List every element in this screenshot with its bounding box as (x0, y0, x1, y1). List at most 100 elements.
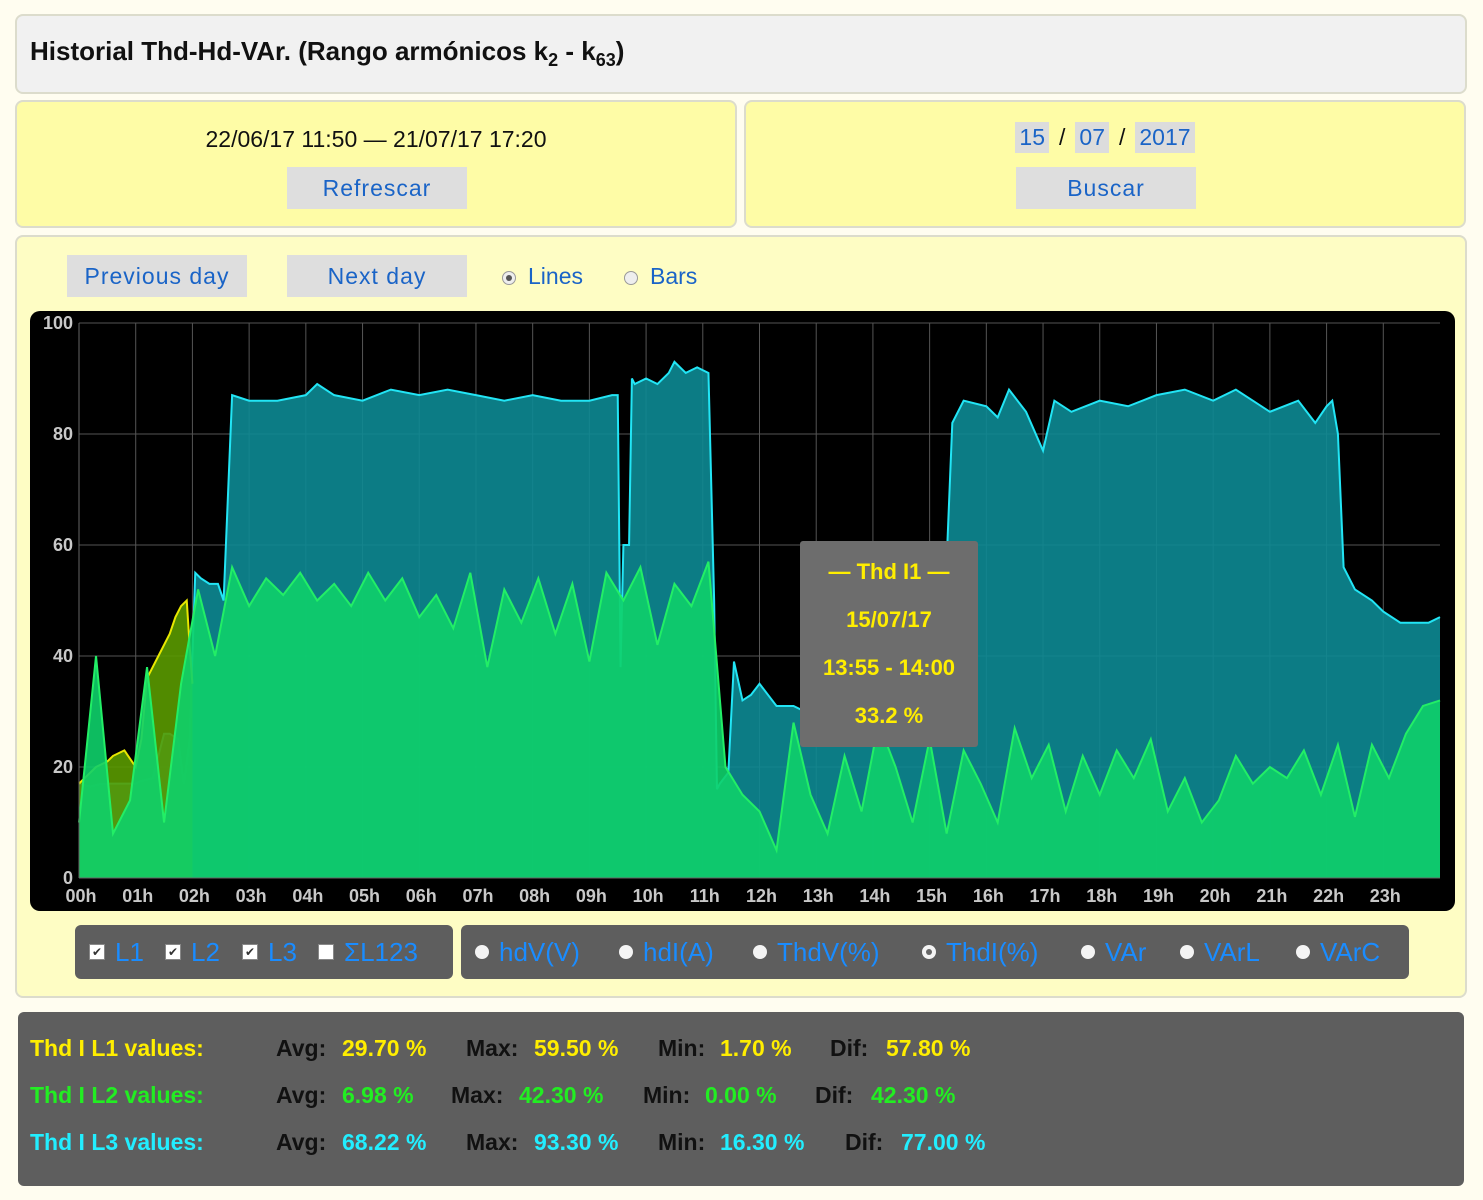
next-day-button[interactable]: Next day (287, 255, 467, 297)
stats-row-l3: Thd I L3 values: Avg: 68.22 % Max: 93.30… (18, 1129, 1464, 1159)
var-label: VArC (1320, 937, 1381, 967)
y-tick-label: 80 (53, 424, 73, 444)
max-label: Max: (466, 1035, 519, 1061)
refresh-button[interactable]: Refrescar (287, 167, 467, 209)
avg-label: Avg: (276, 1082, 327, 1108)
dif-value: 77.00 % (901, 1129, 986, 1155)
page-title: Historial Thd-Hd-VAr. (Rango armónicos k… (30, 36, 625, 71)
line-label: L2 (191, 937, 220, 967)
x-tick-label: 20h (1200, 886, 1231, 906)
var-radio-varl[interactable]: VArL (1180, 937, 1260, 968)
stats-row-l2: Thd I L2 values: Avg: 6.98 % Max: 42.30 … (18, 1082, 1464, 1112)
avg-label: Avg: (276, 1035, 327, 1061)
min-value: 0.00 % (705, 1082, 777, 1108)
var-radio-hdv[interactable]: hdV(V) (475, 937, 580, 968)
radio-selected-icon (922, 945, 936, 960)
radio-unselected-icon (624, 270, 638, 285)
variable-selector-bar: hdV(V) hdI(A) ThdV(%) ThdI(%) VAr VArL V… (461, 925, 1409, 979)
radio-selected-icon (502, 270, 516, 285)
min-label: Min: (658, 1035, 706, 1061)
month-field[interactable]: 07 (1075, 122, 1109, 153)
var-label: ThdV(%) (777, 937, 880, 967)
var-radio-var[interactable]: VAr (1081, 937, 1146, 968)
y-tick-label: 20 (53, 757, 73, 777)
x-tick-label: 19h (1143, 886, 1174, 906)
x-tick-label: 09h (576, 886, 607, 906)
year-field[interactable]: 2017 (1135, 122, 1195, 153)
max-value: 93.30 % (534, 1129, 619, 1155)
radio-icon (619, 945, 633, 960)
var-label: hdV(V) (499, 937, 580, 967)
stats-row-l1: Thd I L1 values: Avg: 29.70 % Max: 59.50… (18, 1035, 1464, 1065)
tooltip-date: 15/07/17 (846, 607, 932, 632)
stats-label: Thd I L2 values: (30, 1082, 204, 1108)
y-tick-label: 100 (43, 313, 73, 333)
previous-day-button[interactable]: Previous day (67, 255, 247, 297)
avg-value: 29.70 % (342, 1035, 427, 1061)
var-label: hdI(A) (643, 937, 714, 967)
date-separator: / (1059, 124, 1066, 150)
max-value: 42.30 % (519, 1082, 604, 1108)
range-panel: 22/06/17 11:50 — 21/07/17 17:20 Refresca… (15, 100, 737, 228)
x-tick-label: 01h (122, 886, 153, 906)
line-checkbox-l3[interactable]: ✔ L3 (242, 937, 297, 968)
tooltip-title: — Thd I1 — (828, 559, 950, 584)
x-tick-label: 17h (1030, 886, 1061, 906)
chart-tooltip: — Thd I1 — 15/07/17 13:55 - 14:00 33.2 % (800, 541, 978, 747)
lines-radio[interactable]: Lines (502, 263, 583, 290)
day-field[interactable]: 15 (1015, 122, 1050, 153)
line-checkbox-sum[interactable]: ΣL123 (318, 937, 418, 968)
avg-value: 6.98 % (342, 1082, 414, 1108)
radio-icon (1081, 945, 1095, 960)
x-tick-label: 08h (519, 886, 550, 906)
x-tick-label: 13h (803, 886, 834, 906)
x-tick-label: 14h (859, 886, 890, 906)
var-radio-hdi[interactable]: hdI(A) (619, 937, 714, 968)
radio-icon (1296, 945, 1310, 960)
x-tick-label: 22h (1313, 886, 1344, 906)
checkbox-icon: ✔ (242, 944, 258, 961)
x-tick-label: 10h (633, 886, 664, 906)
checkbox-icon: ✔ (165, 944, 181, 961)
x-tick-label: 15h (916, 886, 947, 906)
x-tick-label: 04h (292, 886, 323, 906)
radio-icon (1180, 945, 1194, 960)
x-tick-label: 06h (406, 886, 437, 906)
search-button[interactable]: Buscar (1016, 167, 1196, 209)
chart-area[interactable]: 0 20 40 60 80 100 00h 01h 02h 03h 04h 05h 06h 07h 08h 0… (30, 311, 1455, 911)
x-tick-label: 12h (746, 886, 777, 906)
min-value: 1.70 % (720, 1035, 792, 1061)
line-checkbox-l1[interactable]: ✔ L1 (89, 937, 144, 968)
line-checkbox-l2[interactable]: ✔ L2 (165, 937, 220, 968)
var-radio-thdi[interactable]: ThdI(%) (922, 937, 1038, 968)
bars-radio[interactable]: Bars (624, 263, 697, 290)
radio-icon (753, 945, 767, 960)
y-tick-label: 0 (63, 868, 73, 888)
date-panel: 15 / 07 / 2017 Buscar (744, 100, 1466, 228)
var-radio-varc[interactable]: VArC (1296, 937, 1380, 968)
date-selector: 15 / 07 / 2017 (746, 122, 1464, 153)
avg-value: 68.22 % (342, 1129, 427, 1155)
radio-icon (475, 945, 489, 960)
x-tick-label: 18h (1086, 886, 1117, 906)
x-tick-label: 16h (973, 886, 1004, 906)
x-tick-label: 21h (1256, 886, 1287, 906)
dif-label: Dif: (815, 1082, 854, 1108)
bars-radio-label: Bars (650, 263, 698, 289)
min-label: Min: (658, 1129, 706, 1155)
x-tick-label: 23h (1370, 886, 1401, 906)
x-tick-label: 11h (690, 886, 720, 906)
chart-panel: Previous day Next day Lines Bars 0 20 40 60… (15, 235, 1467, 998)
var-radio-thdv[interactable]: ThdV(%) (753, 937, 880, 968)
max-label: Max: (451, 1082, 504, 1108)
tooltip-time: 13:55 - 14:00 (822, 655, 956, 680)
tooltip-value: 33.2 % (854, 703, 924, 728)
checkbox-icon (318, 944, 334, 961)
min-value: 16.30 % (720, 1129, 805, 1155)
var-label: VAr (1105, 937, 1147, 967)
var-label: VArL (1204, 937, 1260, 967)
chart-svg: 0 20 40 60 80 100 00h 01h 02h 03h 04h 05h 06h 07h 08h 0… (43, 313, 1441, 906)
stats-label: Thd I L3 values: (30, 1129, 204, 1155)
stats-panel: Thd I L1 values: Avg: 29.70 % Max: 59.50… (18, 1012, 1464, 1186)
y-tick-label: 40 (53, 646, 73, 666)
